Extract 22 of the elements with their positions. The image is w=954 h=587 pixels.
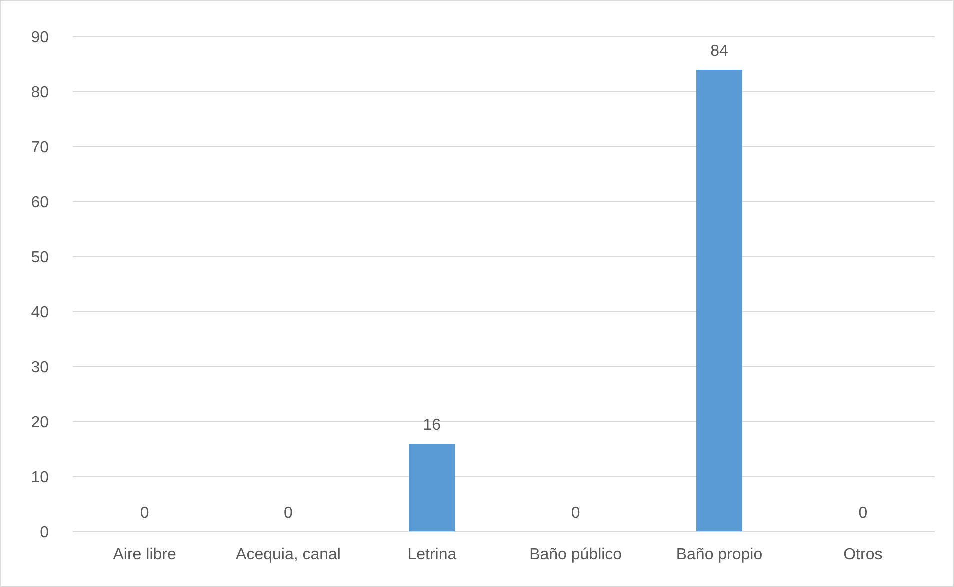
x-tick-label: Aire libre — [113, 546, 176, 564]
y-tick-label: 90 — [31, 30, 50, 47]
data-label: 0 — [284, 505, 294, 522]
y-tick-label: 0 — [40, 524, 50, 542]
data-label: 0 — [140, 505, 150, 522]
x-tick-label: Letrina — [408, 546, 457, 564]
y-tick-label: 60 — [31, 194, 50, 212]
y-tick-label: 40 — [31, 304, 50, 322]
y-tick-label: 20 — [31, 414, 50, 432]
data-label: 0 — [858, 505, 868, 522]
x-tick-label: Otros — [844, 546, 883, 564]
y-tick-label: 80 — [31, 84, 50, 102]
x-tick-label: Baño propio — [676, 546, 763, 564]
data-label: 16 — [423, 417, 442, 434]
x-tick-label: Baño público — [530, 546, 622, 564]
x-tick-label: Acequia, canal — [236, 546, 341, 564]
y-tick-label: 30 — [31, 360, 50, 377]
y-tick-label: 10 — [31, 470, 50, 487]
data-label: 0 — [571, 505, 580, 522]
data-label: 84 — [710, 43, 729, 60]
y-tick-label: 70 — [31, 140, 50, 157]
y-tick-label: 50 — [31, 250, 50, 267]
